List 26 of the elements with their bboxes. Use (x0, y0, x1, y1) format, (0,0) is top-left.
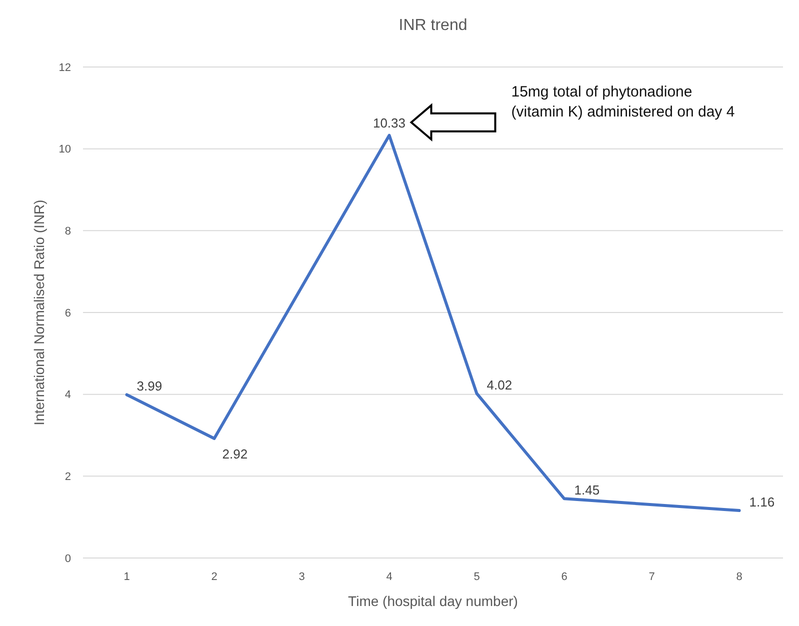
y-tick-label: 4 (64, 389, 71, 402)
chart-title: INR trend (398, 17, 468, 34)
data-label: 1.45 (574, 482, 600, 498)
y-tick-label: 6 (64, 307, 71, 320)
data-label: 3.99 (136, 378, 162, 394)
x-tick-label: 3 (298, 571, 305, 583)
y-axis-title: International Normalised Ratio (INR) (31, 200, 47, 426)
data-label: 2.92 (222, 446, 248, 462)
y-tick-label: 10 (58, 144, 71, 156)
x-tick-label: 4 (386, 571, 392, 583)
x-axis-title: Time (hospital day number) (348, 593, 518, 609)
y-tick-label: 8 (64, 226, 71, 238)
data-label: 10.33 (372, 115, 406, 130)
line-series (125, 134, 741, 512)
x-tick-label: 2 (211, 571, 218, 583)
x-tick-label: 1 (124, 571, 130, 583)
x-tick-label: 8 (736, 571, 742, 583)
x-tick-label: 6 (561, 571, 568, 583)
y-tick-label: 0 (64, 552, 71, 565)
y-tick-label: 2 (64, 471, 71, 484)
data-label: 4.02 (486, 378, 512, 393)
annotation: 15mg total of phytonadione (vitamin K) administered on day 4 (511, 83, 735, 120)
y-tick-label: 12 (58, 62, 71, 74)
x-tick-label: 5 (474, 571, 480, 583)
data-label: 1.16 (749, 494, 775, 510)
x-tick-label: 7 (648, 571, 655, 583)
